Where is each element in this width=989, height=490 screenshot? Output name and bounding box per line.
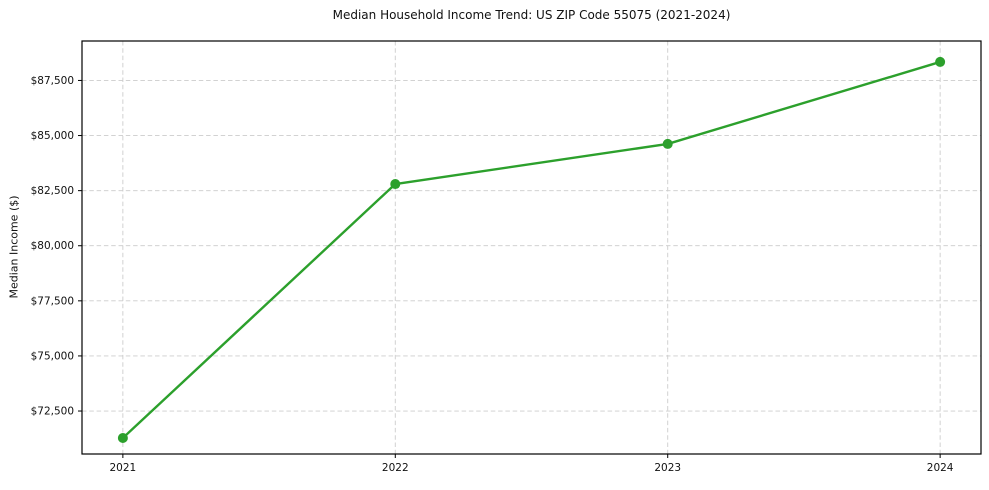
plot-border (81, 40, 982, 455)
data-point (117, 433, 128, 444)
y-tick-label: $85,000 (31, 130, 74, 142)
chart-title: Median Household Income Trend: US ZIP Co… (332, 8, 731, 22)
y-tick-label: $72,500 (31, 406, 74, 418)
trend-line (121, 60, 942, 440)
y-tick-label: $75,000 (31, 350, 74, 362)
x-tick-label: 2022 (382, 462, 409, 474)
y-tick-label: $82,500 (31, 185, 74, 197)
x-tick-label: 2023 (654, 462, 681, 474)
x-tick-label: 2024 (927, 462, 954, 474)
data-point (662, 138, 673, 149)
data-point (390, 179, 401, 190)
y-tick-label: $77,500 (31, 295, 74, 307)
data-point (935, 56, 946, 67)
y-tick-label: $80,000 (31, 240, 74, 252)
x-tick-label: 2021 (109, 462, 136, 474)
y-tick-label: $87,500 (31, 75, 74, 87)
y-axis-label: Median Income ($) (7, 195, 21, 299)
